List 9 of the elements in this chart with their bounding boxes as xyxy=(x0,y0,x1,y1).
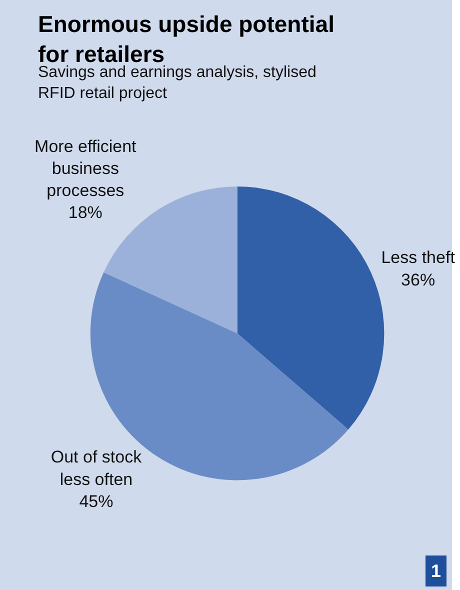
text: 1 xyxy=(431,561,442,581)
pie-slice xyxy=(237,186,384,430)
data-label: 36% xyxy=(401,270,436,290)
chart-subtitle: Savings and earnings analysis, stylised RFID retail project xyxy=(38,64,316,102)
slice-label: Less theft xyxy=(381,248,456,268)
slice-label: More efficient business processes xyxy=(34,136,137,200)
slice-label: Out of stock less often xyxy=(50,448,142,489)
data-label: 18% xyxy=(68,203,102,222)
data-label: 45% xyxy=(79,492,114,511)
